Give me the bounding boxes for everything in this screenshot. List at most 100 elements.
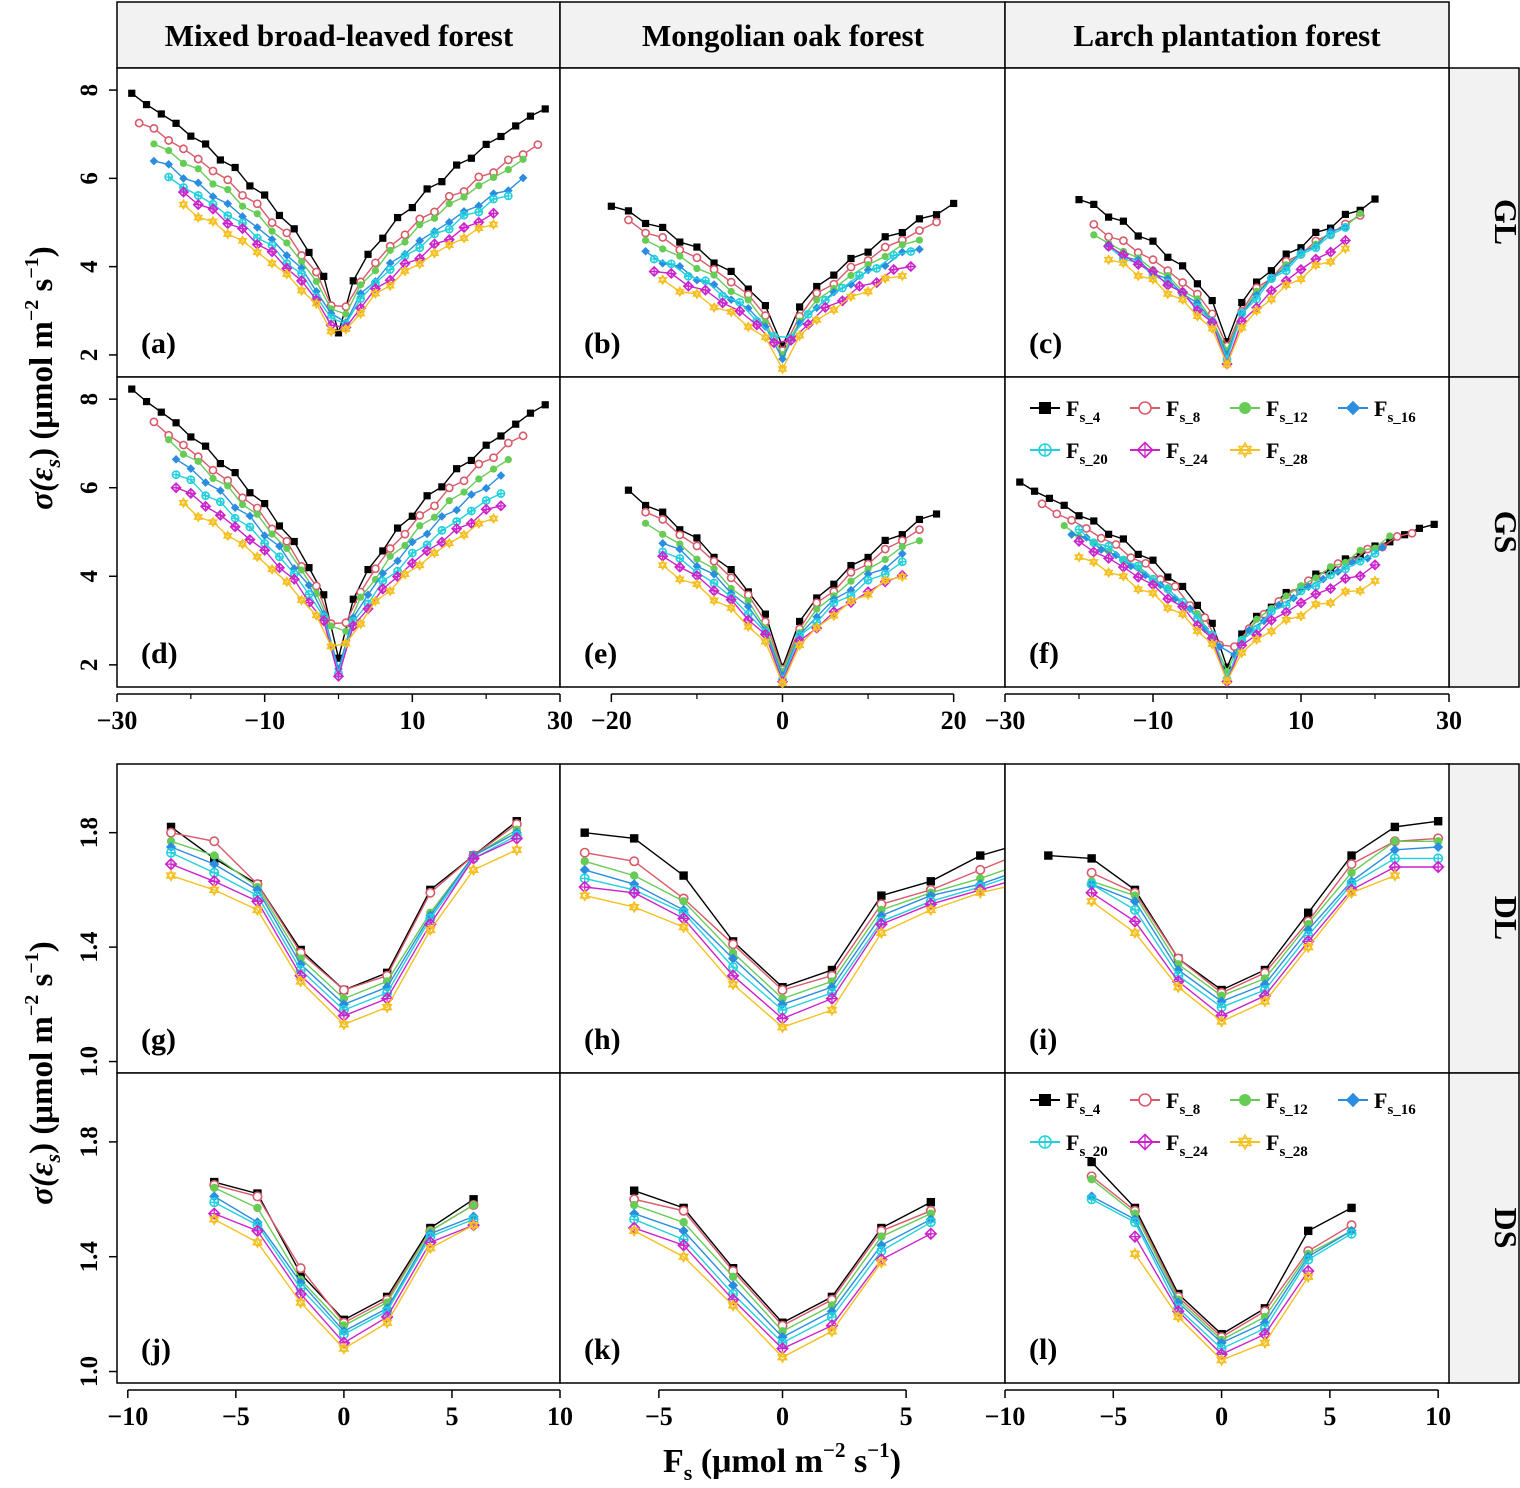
data-point [716, 297, 729, 309]
data-point [252, 223, 262, 232]
data-point [252, 551, 263, 563]
data-point [881, 536, 889, 544]
data-point [142, 100, 151, 109]
data-point [223, 199, 233, 209]
data-point [727, 287, 735, 296]
data-point [430, 501, 439, 511]
legend-item-Fs_20: Fs_20 [1030, 1130, 1108, 1160]
legend-swatch-marker [1239, 1094, 1251, 1106]
data-point [648, 265, 660, 278]
data-point [327, 622, 335, 630]
data-point [1302, 1270, 1314, 1284]
data-point [1282, 592, 1290, 600]
data-point [1341, 210, 1349, 219]
data-point [580, 857, 589, 866]
data-point [179, 174, 188, 183]
data-point [1103, 566, 1114, 579]
data-point [1193, 601, 1201, 609]
data-point [877, 1232, 886, 1241]
data-point [437, 512, 447, 521]
data-point [187, 132, 195, 140]
data-point [415, 243, 425, 253]
data-point [906, 247, 916, 256]
legend-swatch-marker [1039, 1094, 1051, 1106]
data-point [692, 288, 702, 300]
panel-label-c: (c) [1029, 327, 1062, 360]
data-point [224, 185, 232, 194]
data-point [459, 232, 469, 244]
data-point [1126, 553, 1136, 563]
data-point [149, 124, 159, 133]
data-point [659, 223, 667, 232]
data-point [880, 544, 890, 554]
data-point [1162, 288, 1173, 300]
data-point [166, 837, 176, 846]
data-point [641, 236, 650, 244]
data-point [1390, 822, 1400, 832]
data-point [693, 534, 701, 542]
data-point [401, 238, 409, 246]
data-point [1178, 278, 1187, 287]
data-point [658, 539, 668, 548]
data-point [385, 585, 396, 597]
data-point [1265, 614, 1278, 626]
data-point [1326, 230, 1335, 240]
legend-swatch-marker [1138, 1093, 1152, 1107]
data-point [320, 591, 328, 599]
data-point [744, 597, 752, 605]
data-point [468, 1218, 480, 1232]
data-point [1223, 663, 1231, 671]
data-point [296, 284, 307, 297]
data-point [1052, 509, 1062, 519]
data-point [641, 228, 650, 238]
data-point [224, 482, 232, 490]
data-point [641, 246, 650, 256]
data-point [1356, 552, 1364, 560]
data-point [1253, 615, 1261, 623]
data-point [796, 617, 804, 626]
data-point [897, 270, 908, 282]
data-point [1346, 859, 1357, 870]
data-point [400, 529, 410, 539]
data-point [209, 180, 217, 188]
data-point [178, 198, 189, 211]
data-point [261, 499, 269, 508]
data-point [192, 198, 204, 211]
data-point [438, 483, 446, 491]
data-point [974, 886, 986, 900]
data-point [340, 637, 351, 650]
data-point [481, 483, 491, 493]
data-point [339, 994, 349, 1003]
data-point [728, 953, 739, 964]
x-tick-label: 10 [399, 706, 425, 735]
column-strip-2 [559, 1, 1006, 69]
data-point [216, 460, 224, 468]
data-point [1132, 571, 1144, 583]
data-point [1133, 583, 1144, 595]
data-point [438, 178, 446, 186]
x-tick-label: 0 [776, 1402, 789, 1431]
data-point [785, 334, 797, 346]
data-point [340, 323, 351, 335]
data-point [709, 569, 719, 579]
data-point [312, 277, 320, 286]
data-point [875, 926, 887, 940]
data-point [338, 985, 349, 996]
data-point [244, 534, 256, 546]
data-point [880, 242, 890, 252]
data-point [1339, 572, 1352, 585]
series-line-Fs_28 [1091, 874, 1396, 1023]
legend-item-Fs_4: Fs_4 [1030, 1088, 1101, 1118]
data-point [407, 548, 417, 558]
data-point [253, 1203, 262, 1213]
data-point [1133, 270, 1144, 282]
data-point [794, 639, 805, 651]
data-point [267, 218, 277, 228]
series-line-Fs_28 [182, 502, 494, 648]
data-point [311, 267, 321, 277]
column-title-larch: Larch plantation forest [1073, 18, 1381, 53]
data-point [1067, 515, 1076, 525]
data-point [813, 594, 821, 602]
series-line-Fs_20 [584, 869, 1030, 1011]
data-point [1207, 638, 1218, 650]
